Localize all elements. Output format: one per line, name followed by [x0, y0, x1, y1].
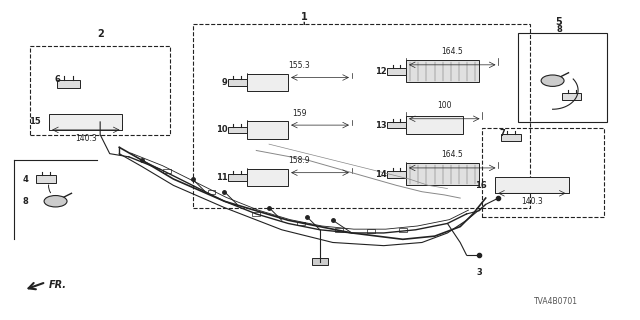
Bar	[406, 163, 479, 185]
Text: 8: 8	[23, 197, 28, 206]
Bar	[406, 60, 479, 82]
Text: 8: 8	[556, 25, 562, 35]
Text: 2: 2	[97, 29, 104, 39]
Bar	[297, 221, 305, 225]
Text: 12: 12	[375, 67, 387, 76]
Text: 100: 100	[437, 101, 451, 110]
Text: 16: 16	[476, 181, 487, 190]
Bar	[387, 68, 406, 75]
Text: 1: 1	[301, 12, 307, 22]
Bar	[483, 128, 604, 217]
Text: 159: 159	[292, 109, 307, 118]
Text: 3: 3	[476, 268, 482, 277]
Bar	[399, 228, 406, 232]
Text: 13: 13	[375, 121, 387, 130]
Text: 14: 14	[375, 170, 387, 179]
Bar	[387, 122, 406, 128]
Text: TVA4B0701: TVA4B0701	[534, 297, 578, 306]
Circle shape	[44, 196, 67, 207]
Bar	[312, 258, 328, 265]
Bar	[406, 116, 463, 134]
Circle shape	[541, 75, 564, 86]
Bar	[562, 93, 581, 100]
Bar	[30, 46, 170, 135]
Bar	[208, 190, 216, 194]
Bar	[387, 171, 406, 178]
Bar	[252, 212, 260, 216]
Bar	[57, 80, 80, 88]
Bar	[246, 169, 288, 186]
Bar	[36, 175, 56, 183]
Bar	[335, 228, 343, 232]
Text: 10: 10	[216, 125, 228, 134]
Text: 9: 9	[222, 78, 228, 87]
Bar	[163, 169, 171, 173]
Text: FR.: FR.	[49, 280, 67, 290]
Text: 15: 15	[29, 117, 41, 126]
Bar	[228, 174, 246, 181]
Text: 6: 6	[54, 75, 60, 84]
Bar	[193, 24, 531, 208]
Text: 5: 5	[556, 17, 563, 27]
Bar	[228, 79, 246, 86]
Bar	[495, 178, 568, 193]
Text: 155.3: 155.3	[289, 61, 310, 70]
Text: 11: 11	[216, 173, 228, 182]
Bar	[246, 121, 288, 139]
Bar	[49, 114, 122, 130]
Text: 4: 4	[22, 174, 29, 184]
Text: 158.9: 158.9	[289, 156, 310, 165]
Bar	[228, 126, 246, 133]
Bar	[367, 229, 375, 233]
Text: 7: 7	[499, 129, 505, 138]
Text: 140.3: 140.3	[521, 197, 543, 206]
Text: 164.5: 164.5	[442, 47, 463, 56]
Bar	[518, 33, 607, 122]
Text: 140.3: 140.3	[75, 134, 97, 143]
Bar	[501, 134, 522, 141]
Text: 164.5: 164.5	[442, 150, 463, 159]
Bar	[246, 74, 288, 91]
